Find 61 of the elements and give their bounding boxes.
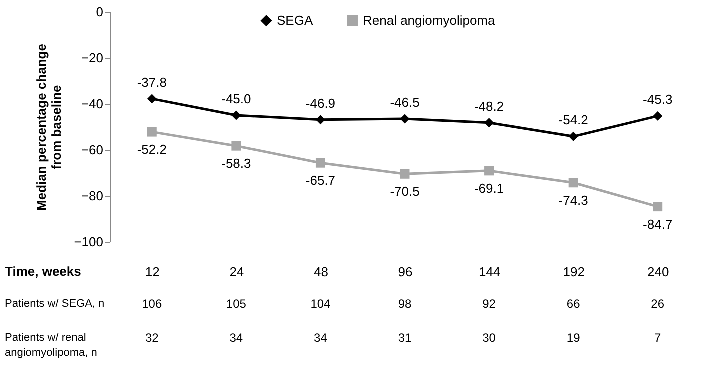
y-tick-label: −100 — [74, 234, 104, 250]
data-label: -52.2 — [137, 142, 167, 158]
x-tick-label: 144 — [478, 264, 501, 280]
data-label: -54.2 — [558, 112, 588, 128]
text: 31 — [398, 331, 412, 345]
point — [484, 166, 494, 176]
point — [147, 94, 157, 104]
point — [568, 178, 578, 188]
data-label: -74.3 — [558, 192, 588, 208]
point — [147, 127, 157, 137]
x-tick-label: 24 — [230, 264, 244, 280]
text: 30 — [482, 331, 496, 345]
y-tick-label: −80 — [81, 188, 104, 204]
data-label: -48.2 — [474, 98, 504, 114]
data-label: -69.1 — [474, 180, 504, 196]
text: 104 — [310, 297, 332, 311]
data-label: -65.7 — [306, 173, 336, 188]
legend-label: SEGA — [277, 12, 314, 28]
text: 92 — [482, 297, 496, 311]
x-axis-title: Time, weeks — [5, 264, 82, 279]
text: Patients w/ SEGA, n — [5, 298, 105, 310]
text: 66 — [566, 297, 581, 311]
point — [400, 169, 410, 179]
x-tick-label: 240 — [648, 264, 670, 280]
data-label: -45.0 — [222, 92, 252, 106]
text: 34 — [230, 331, 244, 345]
data-label: -70.5 — [390, 184, 420, 200]
point — [484, 118, 494, 128]
x-tick-label: 192 — [563, 264, 585, 280]
text: 19 — [566, 331, 581, 345]
data-label: -37.8 — [137, 74, 167, 90]
point — [568, 132, 578, 142]
y-tick-label: −60 — [81, 142, 104, 158]
text: 106 — [142, 297, 162, 311]
text: 34 — [314, 331, 328, 345]
point — [400, 114, 410, 124]
text: 98 — [398, 297, 412, 311]
point — [316, 158, 326, 168]
data-label: -58.3 — [222, 156, 252, 172]
y-tick-label: −20 — [81, 50, 104, 66]
y-axis-title: Median percentage change from baseline — [34, 44, 64, 211]
x-tick-label: 96 — [398, 264, 413, 280]
text: 105 — [226, 297, 247, 311]
point — [232, 110, 242, 120]
text: 32 — [145, 331, 160, 345]
text: Patients w/ renal angiomyolipoma, n — [5, 332, 98, 359]
data-label: -45.3 — [643, 92, 673, 108]
text: 26 — [651, 297, 665, 311]
data-label: -46.5 — [390, 94, 420, 110]
point — [653, 202, 663, 212]
point — [316, 115, 326, 125]
point — [232, 141, 242, 151]
text: 7 — [654, 331, 662, 345]
y-tick-label: 0 — [96, 4, 104, 20]
legend-label: Renal angiomyolipoma — [363, 12, 496, 28]
data-label: -84.7 — [643, 216, 673, 232]
data-label: -46.9 — [306, 96, 336, 111]
x-tick-label: 48 — [314, 264, 328, 280]
y-tick-label: −40 — [81, 96, 104, 112]
x-tick-label: 12 — [145, 264, 160, 280]
point — [653, 111, 663, 121]
